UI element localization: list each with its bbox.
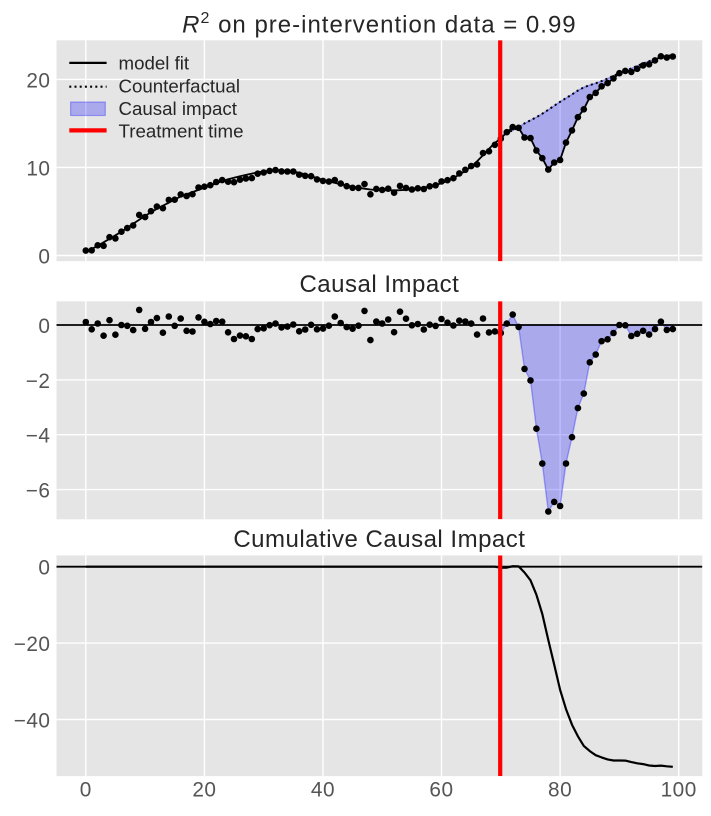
svg-text:20: 20 xyxy=(192,779,216,802)
svg-text:Treatment time: Treatment time xyxy=(119,121,244,142)
svg-text:−20: −20 xyxy=(14,633,51,656)
svg-text:0: 0 xyxy=(38,557,50,580)
svg-text:80: 80 xyxy=(548,779,572,802)
svg-text:−6: −6 xyxy=(26,480,51,503)
svg-text:0: 0 xyxy=(38,315,50,338)
svg-text:0: 0 xyxy=(80,779,92,802)
svg-text:20: 20 xyxy=(26,69,50,92)
svg-text:−40: −40 xyxy=(14,710,51,733)
svg-text:Causal impact: Causal impact xyxy=(119,98,238,119)
svg-text:−2: −2 xyxy=(26,370,51,393)
svg-text:model fit: model fit xyxy=(119,53,190,74)
svg-text:0: 0 xyxy=(38,246,50,269)
svg-text:Causal Impact: Causal Impact xyxy=(299,271,459,298)
svg-text:10: 10 xyxy=(26,157,50,180)
svg-text:Cumulative Causal Impact: Cumulative Causal Impact xyxy=(233,526,525,553)
svg-text:−4: −4 xyxy=(26,425,51,448)
svg-text:60: 60 xyxy=(429,779,453,802)
svg-text:40: 40 xyxy=(311,779,335,802)
svg-text:R2 on pre-intervention data =: R2 on pre-intervention data = 0.99 xyxy=(182,10,576,39)
svg-text:100: 100 xyxy=(661,779,697,802)
svg-text:Counterfactual: Counterfactual xyxy=(119,75,241,96)
